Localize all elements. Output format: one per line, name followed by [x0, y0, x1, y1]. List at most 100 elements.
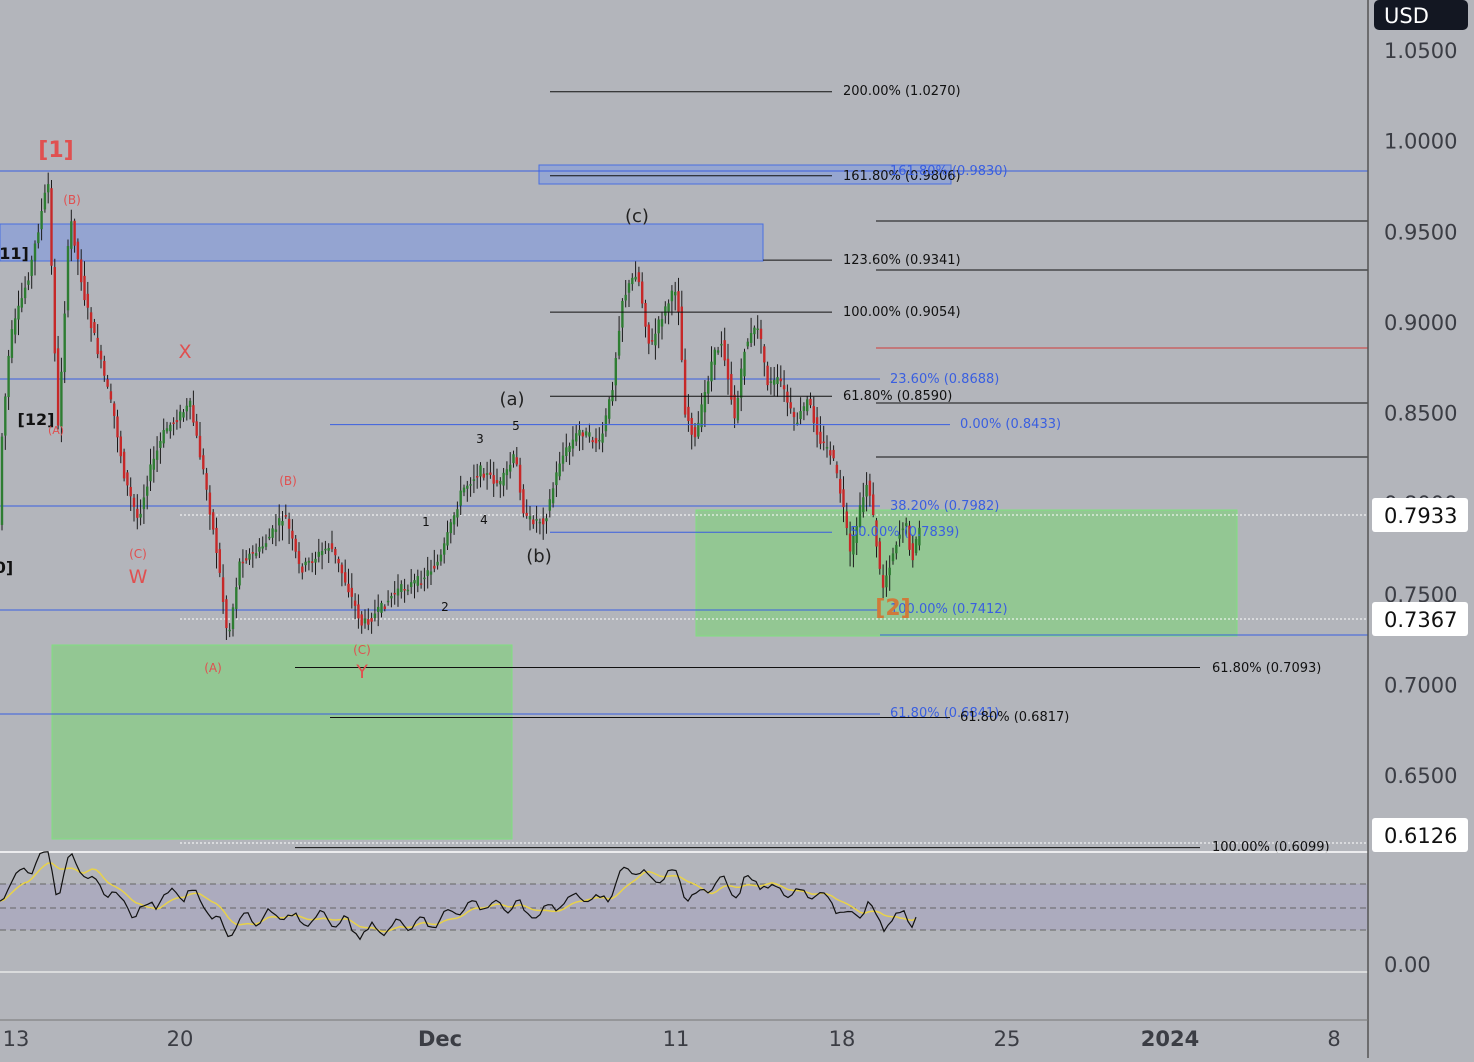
candle-body: [218, 549, 221, 573]
candle-body: [80, 259, 83, 283]
candle-body: [753, 327, 756, 335]
wave-label: (A): [204, 661, 222, 675]
candle-body: [353, 600, 357, 606]
candle: [545, 513, 548, 534]
x-tick-label: 13: [3, 1027, 30, 1051]
candle-body: [281, 521, 284, 526]
candle-body: [512, 454, 515, 464]
candle-body: [390, 595, 393, 599]
candle-body: [720, 343, 723, 346]
candle: [254, 543, 258, 559]
candle-body: [126, 472, 129, 486]
candle: [235, 577, 238, 619]
candle: [251, 545, 254, 568]
candle: [43, 184, 47, 213]
candle: [908, 520, 911, 556]
candle-body: [93, 322, 96, 333]
candle-body: [459, 490, 462, 506]
candle: [716, 346, 720, 355]
candle-body: [525, 512, 528, 516]
candle-body: [4, 396, 7, 436]
candle: [360, 611, 363, 634]
candle: [660, 311, 664, 340]
candle: [370, 612, 373, 634]
candle: [862, 482, 865, 518]
candle: [779, 365, 782, 388]
wave-label: (b): [526, 546, 551, 567]
candle: [96, 324, 99, 359]
currency-tag[interactable]: [1374, 0, 1468, 30]
wave-label: (A): [48, 424, 64, 437]
candle: [83, 261, 86, 306]
candle: [842, 476, 845, 523]
candle-body: [363, 618, 367, 624]
candle-body: [624, 294, 627, 301]
candle-body: [403, 589, 406, 591]
price-badge-bg: [1372, 602, 1468, 636]
candle-body: [195, 421, 198, 436]
candle: [66, 239, 70, 318]
candle-body: [212, 512, 215, 530]
y-tick-label: 0.9000: [1384, 311, 1457, 335]
candle: [367, 608, 370, 631]
candle-body: [505, 469, 509, 476]
candle: [558, 451, 561, 481]
price-badge: 0.7933: [1372, 498, 1468, 532]
candle: [617, 316, 621, 360]
candle: [551, 482, 555, 508]
candle-body: [96, 337, 99, 355]
candle-body: [693, 427, 697, 438]
candle: [340, 562, 344, 587]
x-tick-label: 25: [994, 1027, 1021, 1051]
candle: [76, 238, 80, 276]
candle-body: [575, 433, 578, 442]
candle-body: [667, 303, 670, 312]
candle: [248, 548, 251, 566]
candle: [109, 383, 113, 403]
candle: [624, 280, 627, 308]
fib-label: 161.80% (0.9806): [843, 169, 961, 184]
candle: [888, 555, 891, 591]
candle: [14, 308, 17, 344]
candle-body: [396, 588, 400, 596]
candle: [776, 364, 779, 397]
candle-body: [416, 576, 419, 586]
candle: [419, 570, 423, 589]
candle: [294, 535, 297, 559]
candle-body: [317, 551, 320, 557]
fib-label: 123.60% (0.9341): [843, 253, 961, 268]
candle: [4, 393, 7, 450]
candle-body: [637, 272, 641, 283]
candle-body: [106, 379, 109, 387]
candle: [30, 255, 33, 289]
fib-label: 23.60% (0.8688): [890, 372, 999, 387]
candle: [858, 492, 862, 535]
candle: [482, 468, 485, 481]
candle-body: [542, 518, 545, 525]
candle: [796, 412, 799, 426]
candle: [743, 348, 746, 385]
candle-body: [518, 464, 522, 493]
candle: [621, 298, 624, 342]
candle: [542, 507, 545, 540]
candle: [855, 517, 858, 556]
candle-body: [532, 519, 535, 525]
x-tick-label: 20: [167, 1027, 194, 1051]
candle: [532, 515, 535, 529]
candle-body: [0, 436, 4, 525]
candle-body: [221, 577, 225, 602]
candle: [918, 520, 921, 551]
candle: [601, 422, 604, 453]
candle: [502, 467, 505, 497]
oscillator-band: [0, 884, 1368, 930]
candle: [406, 584, 410, 596]
candle-body: [238, 561, 241, 586]
candle-body: [146, 486, 149, 496]
wave-label: W: [129, 566, 148, 588]
candle: [505, 461, 509, 490]
candle-body: [373, 613, 377, 619]
candle: [535, 505, 538, 533]
candle-body: [680, 306, 683, 361]
candle-body: [324, 548, 327, 551]
